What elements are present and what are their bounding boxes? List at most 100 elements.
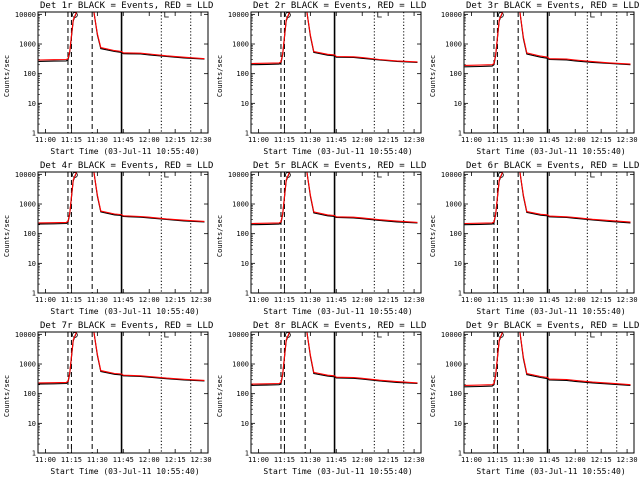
x-tick-label: 11:45 (326, 296, 347, 304)
x-tick-label: 12:15 (378, 456, 399, 464)
y-tick-label: 100 (449, 390, 462, 398)
y-tick-label: 10 (241, 260, 249, 268)
chart-svg: 1 10 100 1000 10000 11:00 11:15 11:30 11:45 12:00… (228, 171, 425, 304)
y-tick-label: 100 (23, 230, 36, 238)
attenuator-step-icon (164, 332, 169, 338)
x-tick-label: 12:00 (139, 456, 160, 464)
x-tick-label: 11:45 (326, 456, 347, 464)
series-line-lld (38, 332, 205, 384)
x-tick-label: 11:00 (35, 456, 56, 464)
x-tick-label: 12:15 (591, 296, 612, 304)
x-tick-label: 11:30 (513, 296, 534, 304)
panel-title: Det 2r BLACK = Events, RED = LLD (253, 1, 427, 11)
y-tick-label: 10000 (228, 11, 249, 19)
chart-svg: 1 10 100 1000 10000 11:00 11:15 11:30 11:45 12:00… (441, 171, 638, 304)
x-axis-label: Start Time (03-Jul-11 10:55:40) (476, 147, 626, 156)
x-tick-label: 12:00 (352, 456, 373, 464)
series-line-lld (38, 172, 205, 224)
attenuator-step-icon (164, 172, 169, 178)
series-line-lld (38, 12, 205, 61)
plot-frame (37, 171, 209, 294)
x-axis-label: Start Time (03-Jul-11 10:55:40) (50, 307, 200, 316)
x-tick-label: 11:15 (274, 296, 295, 304)
x-tick-label: 11:15 (61, 296, 82, 304)
y-axis-label: Counts/sec (429, 214, 437, 258)
x-tick-label: 12:30 (404, 296, 425, 304)
y-tick-label: 10 (28, 100, 36, 108)
y-tick-label: 10000 (228, 331, 249, 339)
y-tick-label: 1 (458, 290, 462, 298)
x-tick-label: 12:15 (165, 296, 186, 304)
series-line-lld (251, 332, 418, 385)
y-tick-label: 1 (458, 450, 462, 458)
x-axis-label: Start Time (03-Jul-11 10:55:40) (263, 307, 413, 316)
y-tick-label: 1000 (232, 201, 249, 209)
x-axis-label: Start Time (03-Jul-11 10:55:40) (263, 147, 413, 156)
x-tick-label: 12:30 (191, 136, 212, 144)
x-tick-label: 12:15 (591, 136, 612, 144)
detector-panel-6: 1 10 100 1000 10000 11:00 11:15 11:30 11:45 12:00… (426, 160, 639, 320)
series-line-lld (464, 12, 631, 66)
detector-panel-9: 1 10 100 1000 10000 11:00 11:15 11:30 11:45 12:00… (426, 320, 639, 480)
attenuator-step-icon (164, 12, 169, 18)
x-axis-label: Start Time (03-Jul-11 10:55:40) (50, 147, 200, 156)
y-axis-label: Counts/sec (3, 374, 11, 418)
detector-panel-7: 1 10 100 1000 10000 11:00 11:15 11:30 11:45 12:00… (0, 320, 213, 480)
y-tick-label: 10 (241, 420, 249, 428)
detector-panel-5: 1 10 100 1000 10000 11:00 11:15 11:30 11:45 12:00… (213, 160, 426, 320)
x-tick-label: 11:00 (35, 136, 56, 144)
plot-frame (250, 331, 422, 454)
y-tick-label: 1 (245, 130, 249, 138)
chart-svg: 1 10 100 1000 10000 11:00 11:15 11:30 11:45 12:00… (15, 331, 212, 464)
x-tick-label: 11:00 (461, 456, 482, 464)
y-tick-label: 10 (454, 260, 462, 268)
panel-title: Det 9r BLACK = Events, RED = LLD (466, 321, 640, 331)
chart-svg: 1 10 100 1000 10000 11:00 11:15 11:30 11:45 12:00… (228, 11, 425, 144)
series-line-lld (251, 172, 418, 225)
x-axis-label: Start Time (03-Jul-11 10:55:40) (476, 307, 626, 316)
y-tick-label: 10000 (441, 171, 462, 179)
plot-frame (463, 11, 635, 134)
panel-title: Det 6r BLACK = Events, RED = LLD (466, 161, 640, 171)
y-tick-label: 1000 (445, 201, 462, 209)
y-tick-label: 1 (245, 450, 249, 458)
y-tick-label: 1 (32, 290, 36, 298)
x-tick-label: 11:15 (61, 456, 82, 464)
panel-title: Det 8r BLACK = Events, RED = LLD (253, 321, 427, 331)
y-tick-label: 1 (32, 130, 36, 138)
y-axis-label: Counts/sec (3, 214, 11, 258)
x-tick-label: 12:00 (352, 136, 373, 144)
x-tick-label: 12:15 (591, 456, 612, 464)
x-tick-label: 11:45 (113, 136, 134, 144)
x-tick-label: 11:45 (539, 136, 560, 144)
y-axis-label: Counts/sec (429, 54, 437, 98)
chart-svg: 1 10 100 1000 10000 11:00 11:15 11:30 11:45 12:00… (441, 11, 638, 144)
x-tick-label: 12:30 (404, 456, 425, 464)
y-tick-label: 10 (454, 420, 462, 428)
x-tick-label: 11:45 (539, 296, 560, 304)
x-tick-label: 11:30 (87, 456, 108, 464)
x-tick-label: 12:00 (139, 136, 160, 144)
x-tick-label: 11:15 (487, 296, 508, 304)
detector-panel-2: 1 10 100 1000 10000 11:00 11:15 11:30 11:45 12:00… (213, 0, 426, 160)
x-tick-label: 11:00 (248, 296, 269, 304)
x-tick-label: 12:30 (191, 296, 212, 304)
attenuator-step-icon (377, 332, 382, 338)
x-tick-label: 12:00 (352, 296, 373, 304)
y-tick-label: 10000 (15, 11, 36, 19)
y-tick-label: 10 (28, 420, 36, 428)
y-axis-label: Counts/sec (3, 54, 11, 98)
y-tick-label: 10000 (15, 331, 36, 339)
y-tick-label: 100 (236, 390, 249, 398)
y-tick-label: 1000 (19, 361, 36, 369)
y-tick-label: 1000 (445, 361, 462, 369)
y-tick-label: 10000 (441, 331, 462, 339)
plot-frame (250, 11, 422, 134)
x-tick-label: 11:15 (274, 136, 295, 144)
x-tick-label: 11:15 (487, 136, 508, 144)
x-tick-label: 12:30 (617, 296, 638, 304)
attenuator-step-icon (377, 12, 382, 18)
y-tick-label: 1000 (445, 41, 462, 49)
x-tick-label: 11:15 (61, 136, 82, 144)
